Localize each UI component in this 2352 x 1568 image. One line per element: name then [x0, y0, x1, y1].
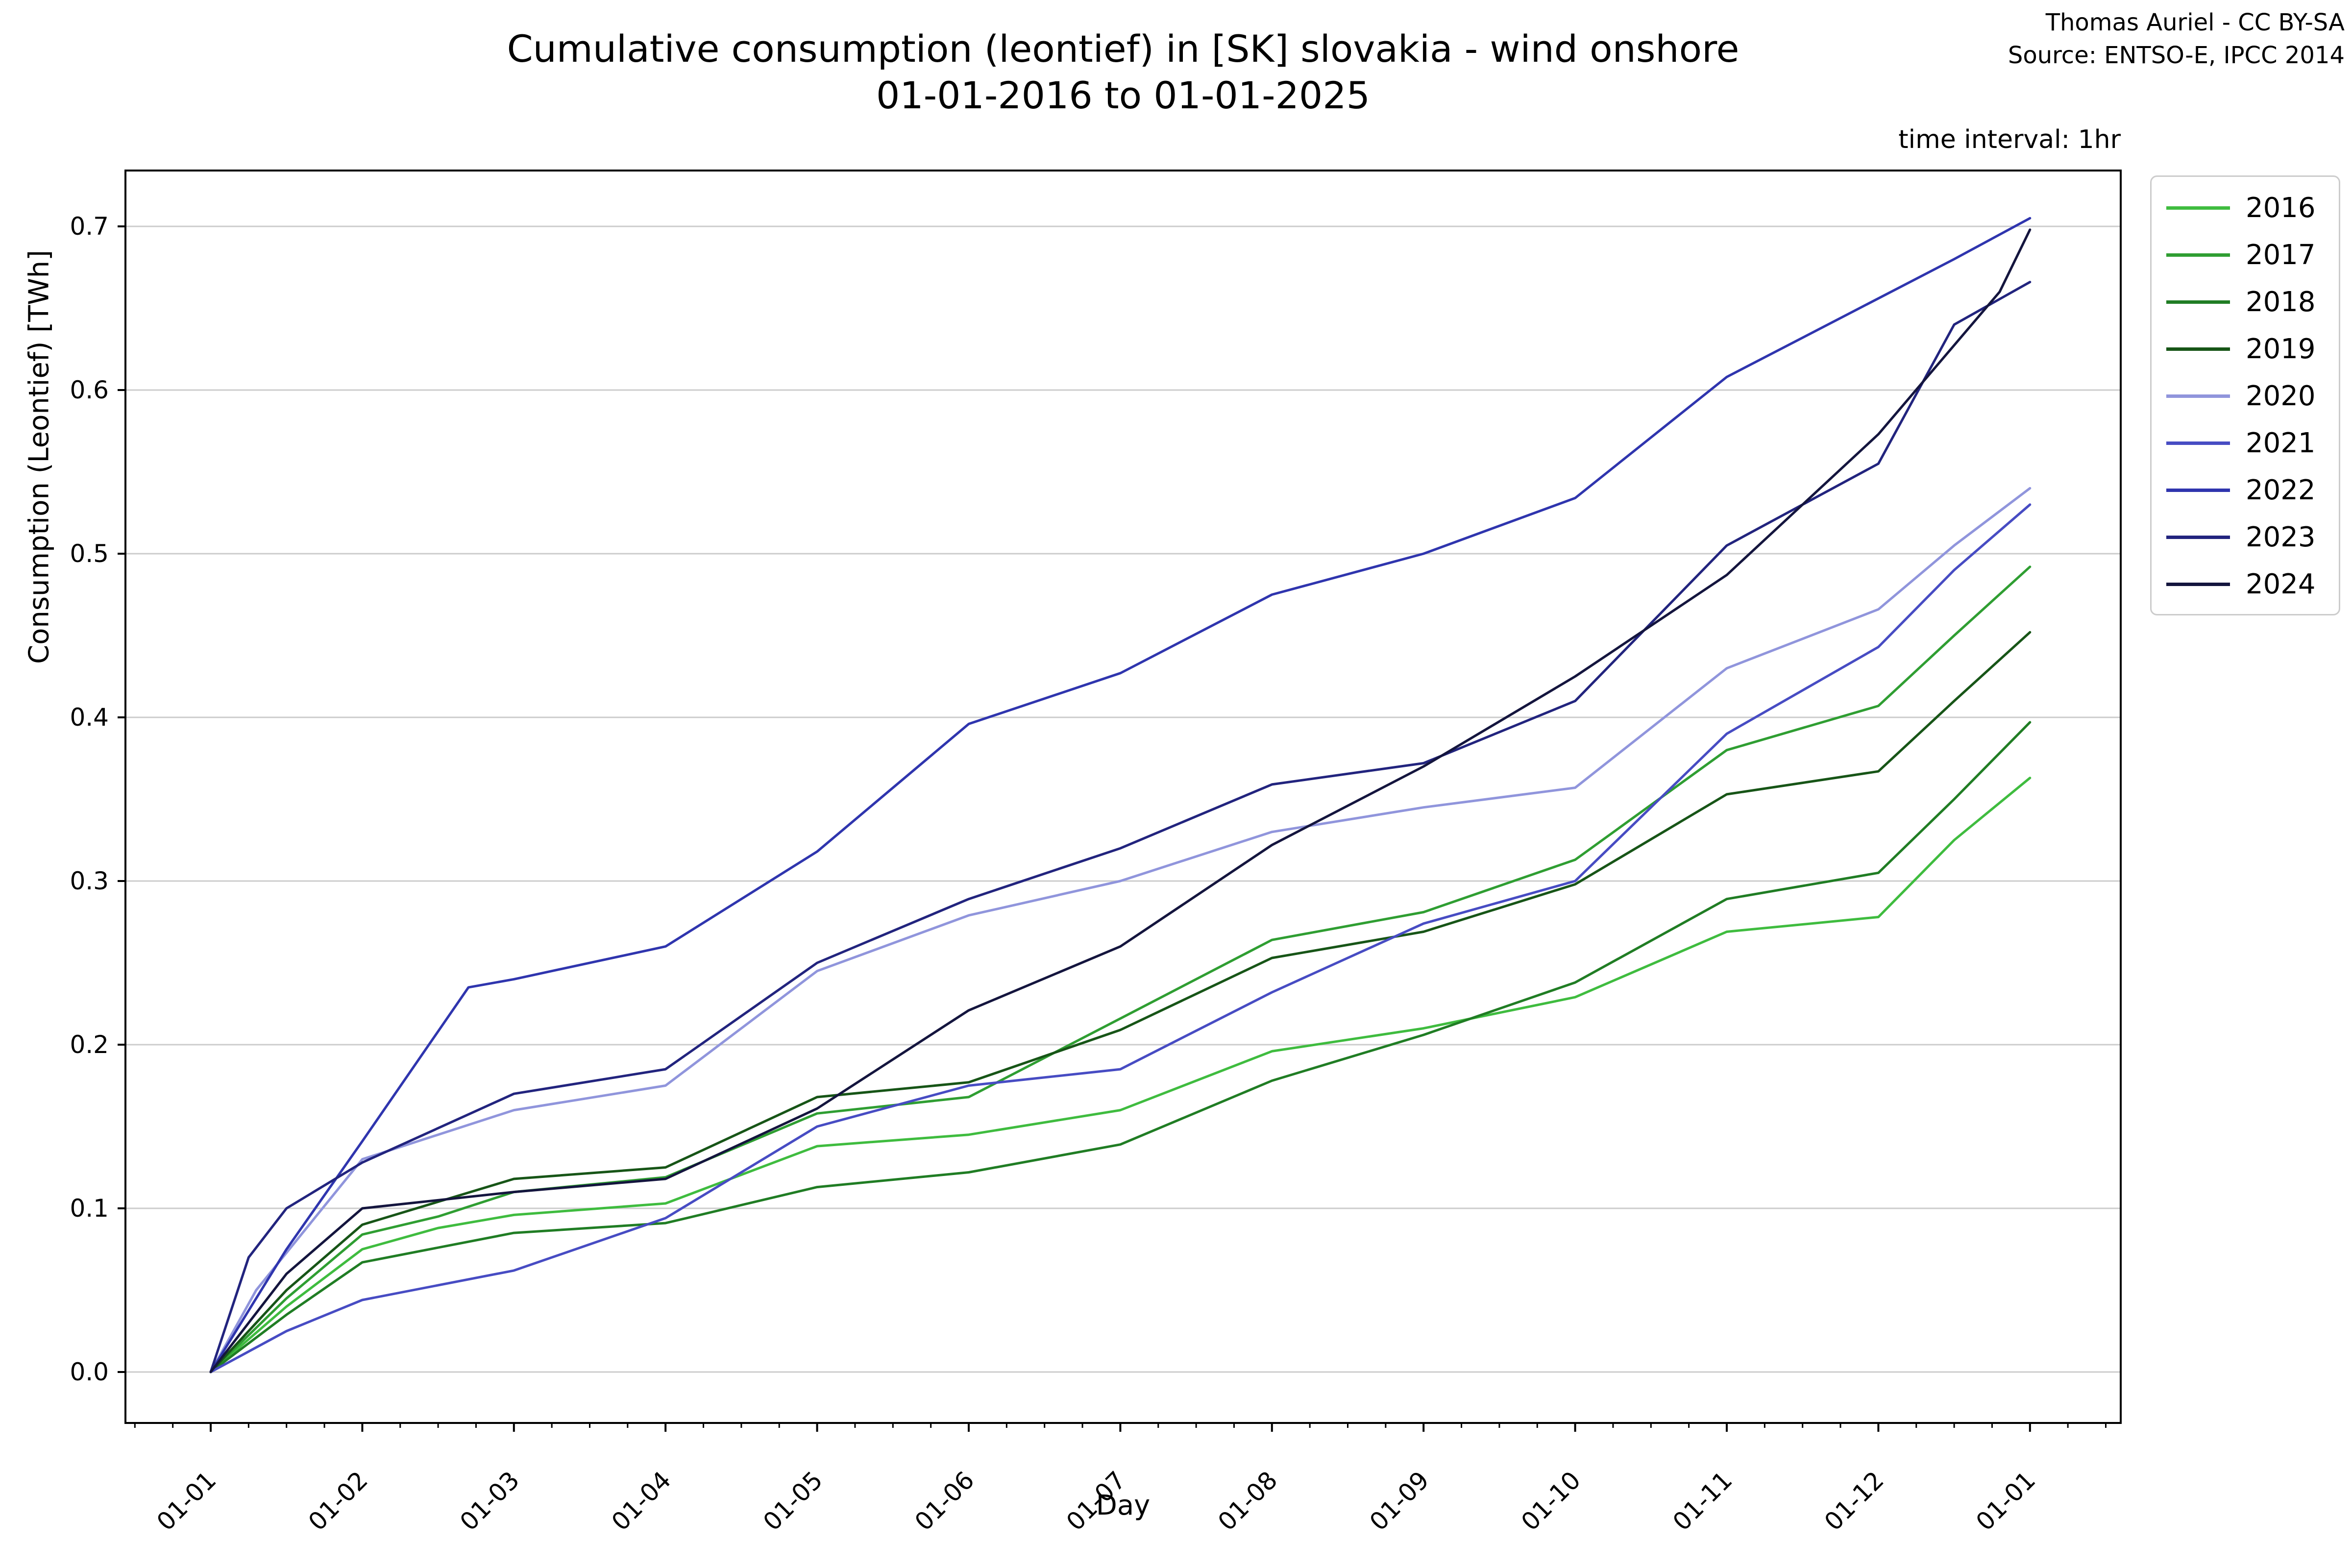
series-line-2018: [209, 721, 2032, 1373]
legend-item-2023: 2023: [2152, 515, 2339, 559]
x-tick-label-1: 01-02: [303, 1466, 373, 1536]
x-tick-label-2: 01-03: [455, 1466, 525, 1536]
x-tick-label-4: 01-05: [758, 1466, 828, 1536]
y-tick-label-0.0: 0.0: [70, 1358, 109, 1386]
time-interval-note: time interval: 1hr: [1898, 125, 2121, 154]
series-line-2020: [209, 487, 2032, 1373]
legend-item-2018: 2018: [2152, 280, 2339, 324]
chart-subtitle: 01-01-2016 to 01-01-2025: [876, 74, 1370, 117]
legend-label-2024: 2024: [2246, 568, 2316, 600]
x-tick-label-0: 01-01: [151, 1466, 222, 1536]
legend-item-2017: 2017: [2152, 233, 2339, 277]
legend-swatch-2024: [2166, 582, 2230, 586]
series-line-2022: [209, 217, 2032, 1373]
series-line-2021: [209, 503, 2032, 1373]
y-tick-label-0.1: 0.1: [70, 1194, 109, 1223]
legend-swatch-2023: [2166, 535, 2230, 539]
x-tick-label-6: 01-07: [1061, 1466, 1131, 1536]
x-tick-label-11: 01-12: [1819, 1466, 1889, 1536]
x-tick-label-7: 01-08: [1213, 1466, 1283, 1536]
series-line-2016: [209, 777, 2032, 1373]
attribution-author: Thomas Auriel - CC BY-SA: [2045, 9, 2345, 36]
legend-box: 2016 2017 2018 2019 2020 2021 2022 2023 2024: [2150, 175, 2340, 615]
y-tick-label-0.4: 0.4: [70, 703, 109, 732]
x-axis-label: Day: [1096, 1490, 1151, 1521]
legend-label-2019: 2019: [2246, 333, 2316, 365]
legend-label-2021: 2021: [2246, 427, 2316, 459]
legend-label-2016: 2016: [2246, 192, 2316, 224]
x-tick-label-3: 01-04: [606, 1466, 677, 1536]
chart-title: Cumulative consumption (leontief) in [SK…: [507, 27, 1740, 71]
legend-item-2019: 2019: [2152, 327, 2339, 371]
legend-swatch-2018: [2166, 300, 2230, 304]
y-tick-label-0.2: 0.2: [70, 1030, 109, 1059]
series-line-2019: [209, 631, 2032, 1373]
legend-item-2016: 2016: [2152, 186, 2339, 230]
legend-label-2023: 2023: [2246, 521, 2316, 553]
legend-swatch-2022: [2166, 488, 2230, 492]
x-tick-label-8: 01-09: [1364, 1466, 1435, 1536]
legend-label-2022: 2022: [2246, 474, 2316, 506]
legend-swatch-2017: [2166, 253, 2230, 257]
legend-item-2022: 2022: [2152, 468, 2339, 512]
series-line-2024: [209, 228, 2032, 1373]
legend-label-2020: 2020: [2246, 380, 2316, 412]
legend-item-2021: 2021: [2152, 421, 2339, 465]
x-tick-label-9: 01-10: [1516, 1466, 1586, 1536]
legend-item-2024: 2024: [2152, 562, 2339, 606]
legend-swatch-2021: [2166, 441, 2230, 445]
y-tick-label-0.3: 0.3: [70, 867, 109, 895]
plot-border: [124, 170, 2122, 1424]
legend-label-2018: 2018: [2246, 286, 2316, 318]
y-tick-label-0.7: 0.7: [70, 212, 109, 241]
y-tick-label-0.6: 0.6: [70, 376, 109, 404]
legend-item-2020: 2020: [2152, 374, 2339, 418]
x-tick-label-10: 01-11: [1667, 1466, 1738, 1536]
y-tick-label-0.5: 0.5: [70, 539, 109, 568]
x-tick-label-12: 01-01: [1971, 1466, 2041, 1536]
legend-swatch-2020: [2166, 394, 2230, 398]
legend-label-2017: 2017: [2246, 239, 2316, 271]
legend-swatch-2019: [2166, 347, 2230, 351]
legend-swatch-2016: [2166, 206, 2230, 210]
attribution-source: Source: ENTSO-E, IPCC 2014: [2008, 42, 2345, 69]
series-line-2017: [209, 565, 2032, 1373]
x-tick-label-5: 01-06: [909, 1466, 980, 1536]
